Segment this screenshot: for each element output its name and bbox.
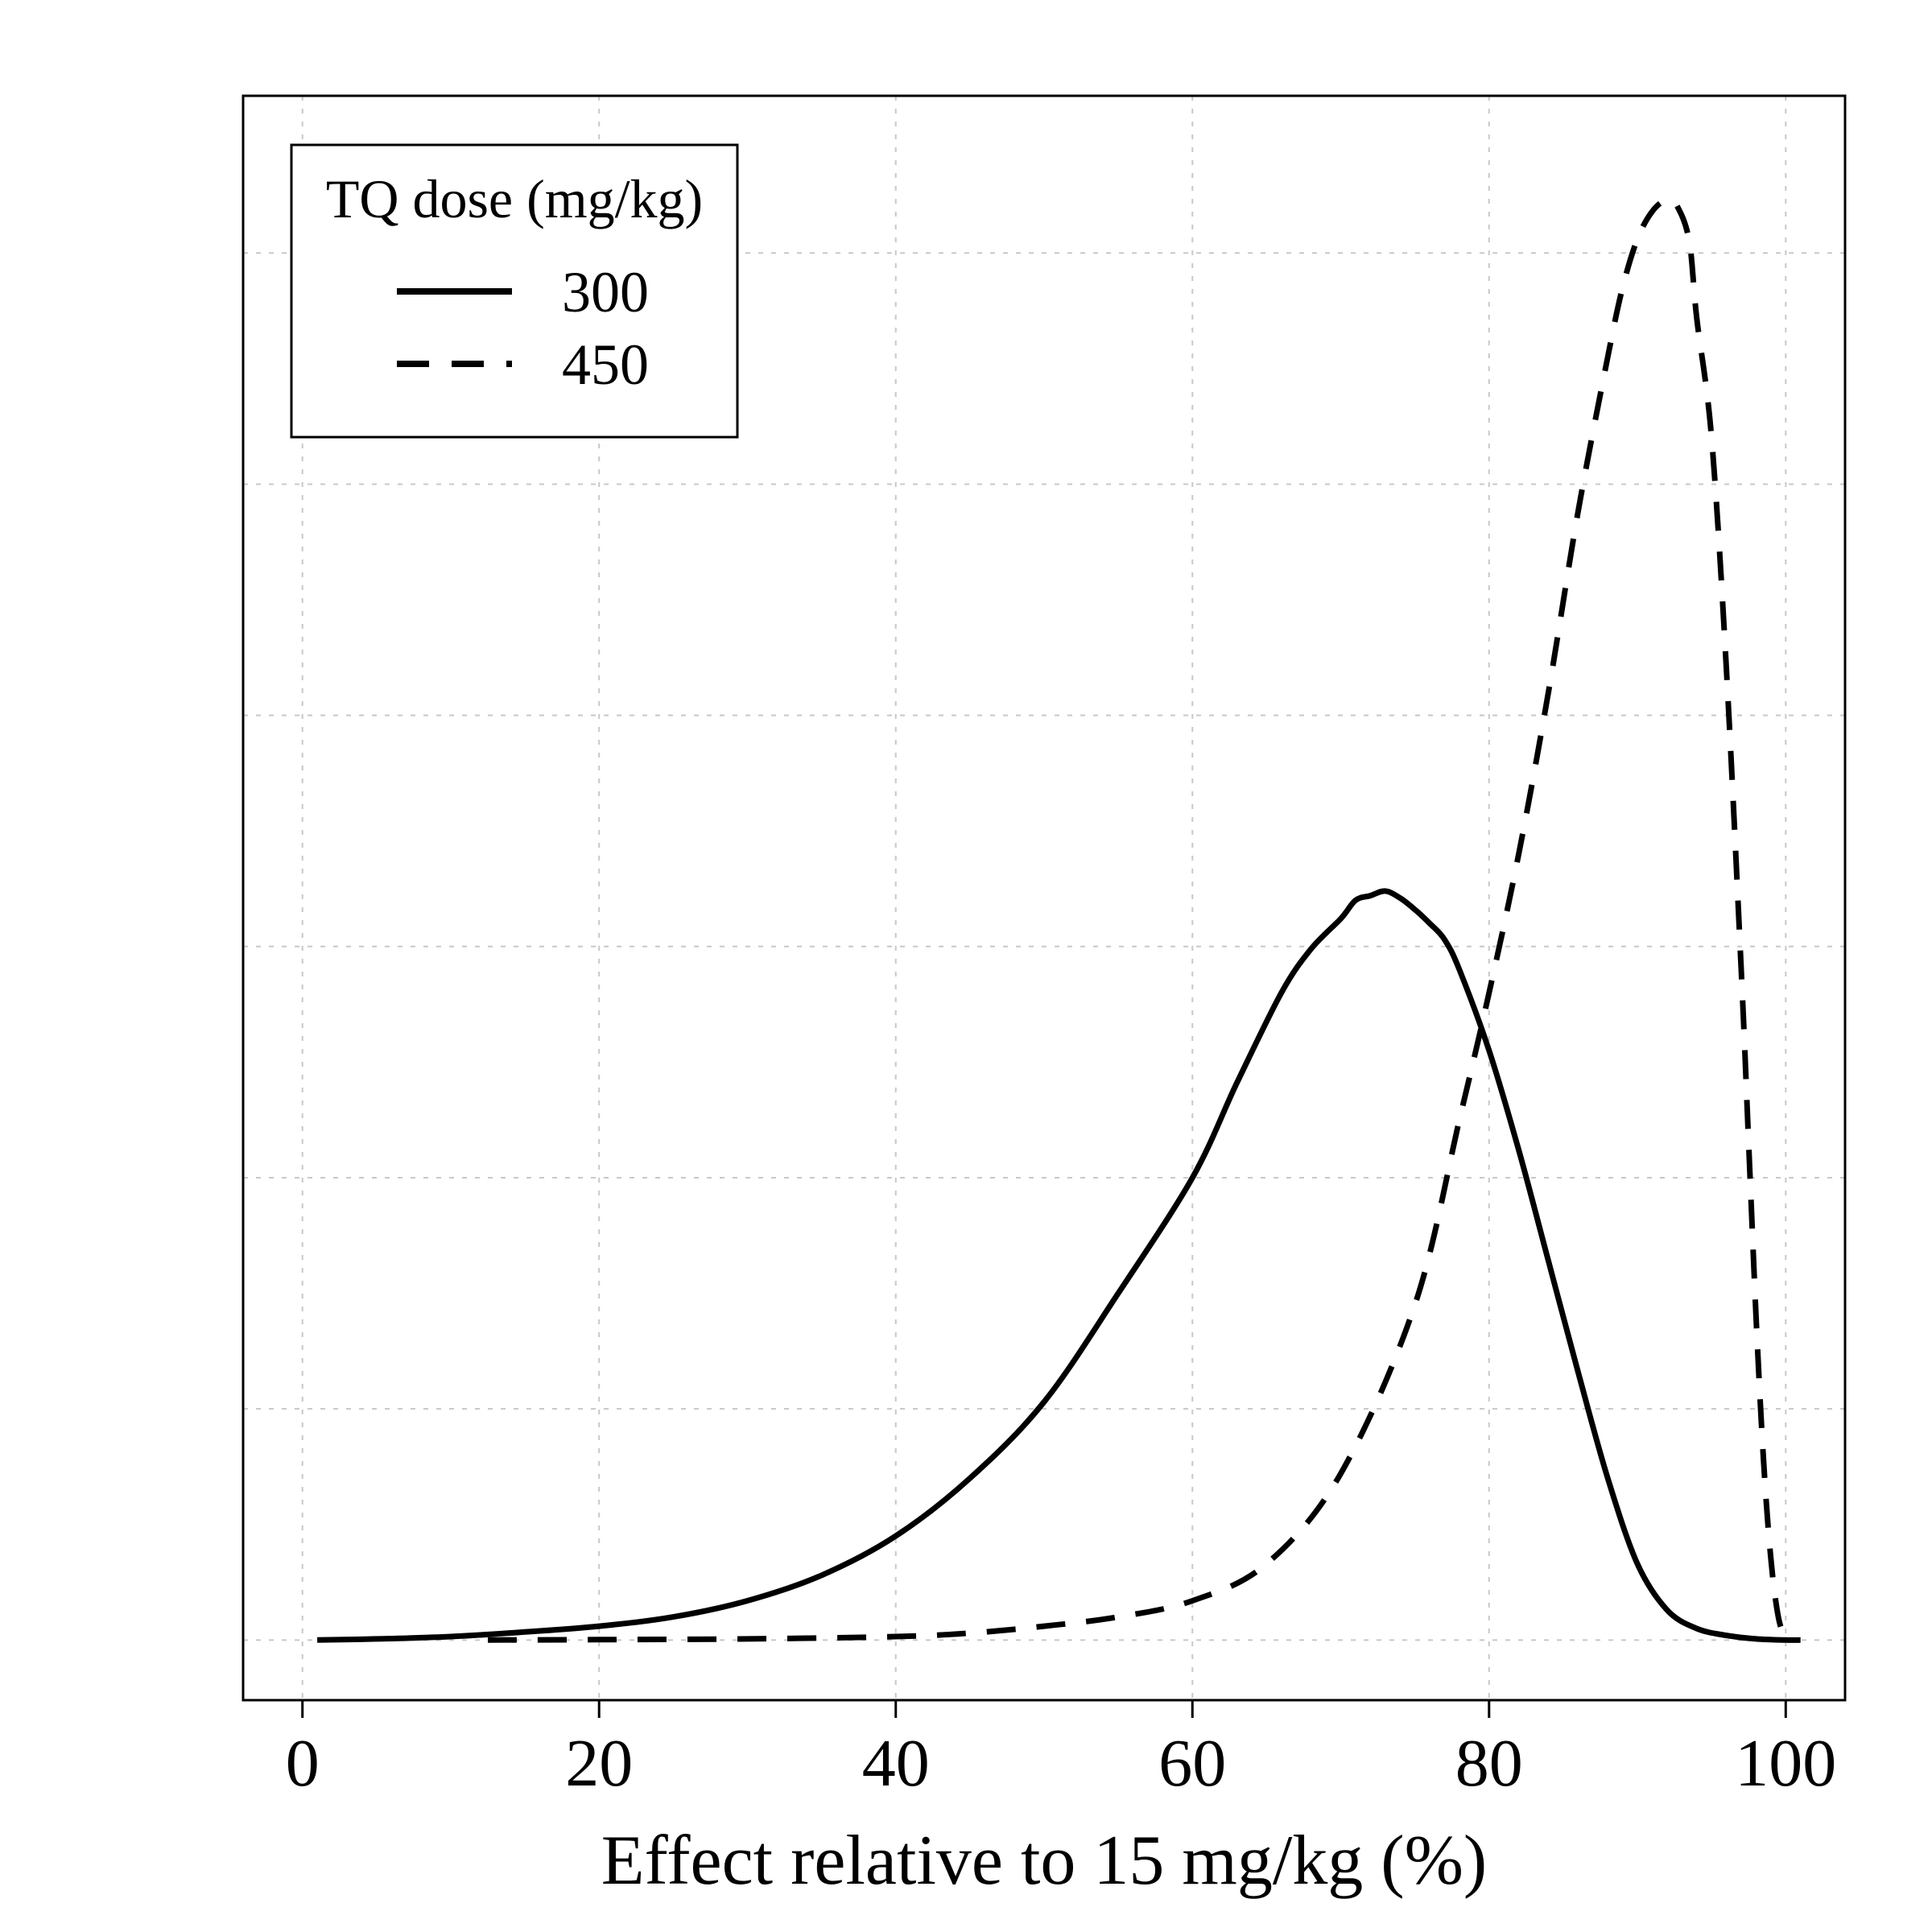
legend-box xyxy=(290,143,739,439)
x-tick-label: 0 xyxy=(286,1726,320,1801)
legend-title: TQ dose (mg/kg) xyxy=(326,168,703,229)
legend-label-450: 450 xyxy=(562,332,649,397)
gridlines xyxy=(243,96,1845,1700)
legend-label-300: 300 xyxy=(562,260,649,324)
series-line-450 xyxy=(487,196,1789,1643)
series-layer xyxy=(317,196,1801,1643)
x-tick-label: 80 xyxy=(1455,1726,1523,1801)
x-tick-label: 20 xyxy=(565,1726,633,1801)
plot-frame xyxy=(242,94,1847,1702)
x-tick-label: 40 xyxy=(862,1726,930,1801)
series-line-300 xyxy=(317,888,1801,1643)
x-axis: 0 20 40 60 80 100 xyxy=(286,1700,1836,1801)
x-tick-label: 60 xyxy=(1158,1726,1226,1801)
x-tick-label: 100 xyxy=(1735,1726,1836,1801)
legend: TQ dose (mg/kg) 300 450 xyxy=(290,143,739,439)
x-axis-label: Effect relative to 15 mg/kg (%) xyxy=(601,1822,1487,1900)
